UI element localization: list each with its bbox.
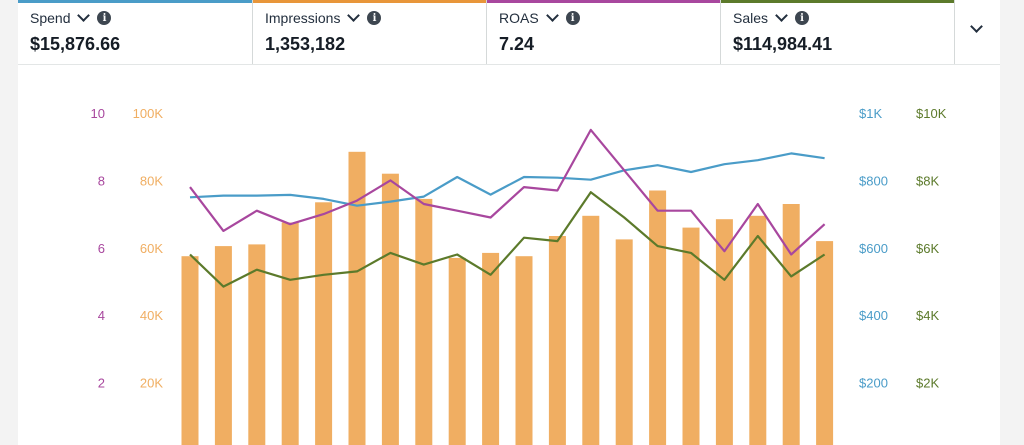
- metric-label[interactable]: ROAS i: [499, 9, 580, 26]
- metric-label-text: Impressions: [265, 10, 341, 26]
- info-icon[interactable]: i: [565, 11, 580, 25]
- impressions-bar: [682, 227, 700, 445]
- metric-value: 7.24: [499, 34, 535, 54]
- spend-axis-tick: $800: [859, 173, 888, 188]
- sales-axis-tick: $0: [916, 443, 930, 445]
- impressions-bar: [448, 257, 466, 445]
- impressions-axis-tick: 100K: [133, 106, 164, 121]
- sales-axis-tick: $8K: [916, 173, 939, 188]
- impressions-bar: [715, 219, 733, 445]
- sales-axis-tick: $4K: [916, 308, 939, 323]
- metric-value: $114,984.41: [733, 34, 833, 54]
- header-divider: [18, 64, 1000, 65]
- impressions-bar: [582, 215, 600, 445]
- impressions-bar: [615, 239, 633, 445]
- impressions-bar: [315, 202, 333, 445]
- sales-line: [189, 191, 826, 288]
- metric-label[interactable]: Spend i: [30, 9, 112, 26]
- metric-color-bar: [721, 0, 954, 3]
- metric-tile-impressions[interactable]: Impressions i 1,353,182: [253, 0, 486, 64]
- roas-axis-tick: 0: [98, 443, 105, 445]
- roas-axis-tick: 6: [98, 241, 105, 256]
- impressions-bar: [381, 173, 399, 445]
- tile-divider: [252, 0, 253, 64]
- sales-axis-tick: $2K: [916, 376, 939, 391]
- tile-divider: [486, 0, 487, 64]
- info-icon[interactable]: i: [97, 11, 112, 25]
- metric-label[interactable]: Sales i: [733, 9, 810, 26]
- spend-axis-tick: $400: [859, 308, 888, 323]
- impressions-bar: [515, 256, 533, 445]
- sales-axis-tick: $6K: [916, 241, 939, 256]
- impressions-bar: [749, 215, 767, 445]
- spend-axis-tick: $600: [859, 241, 888, 256]
- impressions-bar: [248, 244, 266, 445]
- impressions-bar: [482, 252, 500, 445]
- impressions-bar: [548, 236, 566, 445]
- impressions-bar: [281, 222, 299, 445]
- metric-color-bar: [487, 0, 720, 3]
- info-icon[interactable]: i: [367, 11, 382, 25]
- metric-tile-spend[interactable]: Spend i $15,876.66: [18, 0, 252, 64]
- impressions-axis-tick: 40K: [140, 308, 163, 323]
- impressions-axis-tick: 80K: [140, 173, 163, 188]
- spend-axis-tick: $200: [859, 376, 888, 391]
- sales-axis-tick: $10K: [916, 106, 947, 121]
- metric-label-text: Sales: [733, 10, 769, 26]
- impressions-bar: [415, 198, 433, 445]
- roas-axis-tick: 2: [98, 376, 105, 391]
- metric-tile-roas[interactable]: ROAS i 7.24: [487, 0, 720, 64]
- metric-label-text: ROAS: [499, 10, 539, 26]
- impressions-bar: [782, 204, 800, 445]
- metric-color-bar: [253, 0, 486, 3]
- metric-color-bar: [18, 0, 252, 3]
- tile-divider: [720, 0, 721, 64]
- metric-value: 1,353,182: [265, 34, 346, 54]
- impressions-bar: [348, 151, 366, 445]
- roas-axis-tick: 4: [98, 308, 105, 323]
- roas-line: [189, 128, 826, 256]
- roas-axis-tick: 8: [98, 173, 105, 188]
- impressions-bar: [214, 246, 232, 445]
- impressions-axis-tick: 0: [156, 443, 163, 445]
- chart-lines: [189, 128, 826, 288]
- metric-value: $15,876.66: [30, 34, 121, 54]
- axis-ticks: 0 2 4 6 8 10 0 20K 40K 60K 80K 100K $0 $200 $400 $600 $8…: [91, 106, 947, 445]
- roas-axis-tick: 10: [91, 106, 105, 121]
- impressions-bar: [649, 190, 667, 445]
- metric-tile-sales[interactable]: Sales i $114,984.41: [721, 0, 954, 64]
- impressions-bar: [181, 256, 199, 445]
- spend-axis-tick: $0: [859, 443, 873, 445]
- impressions-bar: [816, 241, 834, 445]
- spend-line: [189, 152, 825, 207]
- spend-axis-tick: $1K: [859, 106, 882, 121]
- metric-label[interactable]: Impressions i: [265, 9, 382, 26]
- tile-divider: [954, 0, 955, 64]
- info-icon[interactable]: i: [795, 11, 810, 25]
- impressions-axis-tick: 20K: [140, 376, 163, 391]
- metric-label-text: Spend: [30, 10, 71, 26]
- impressions-axis-tick: 60K: [140, 241, 163, 256]
